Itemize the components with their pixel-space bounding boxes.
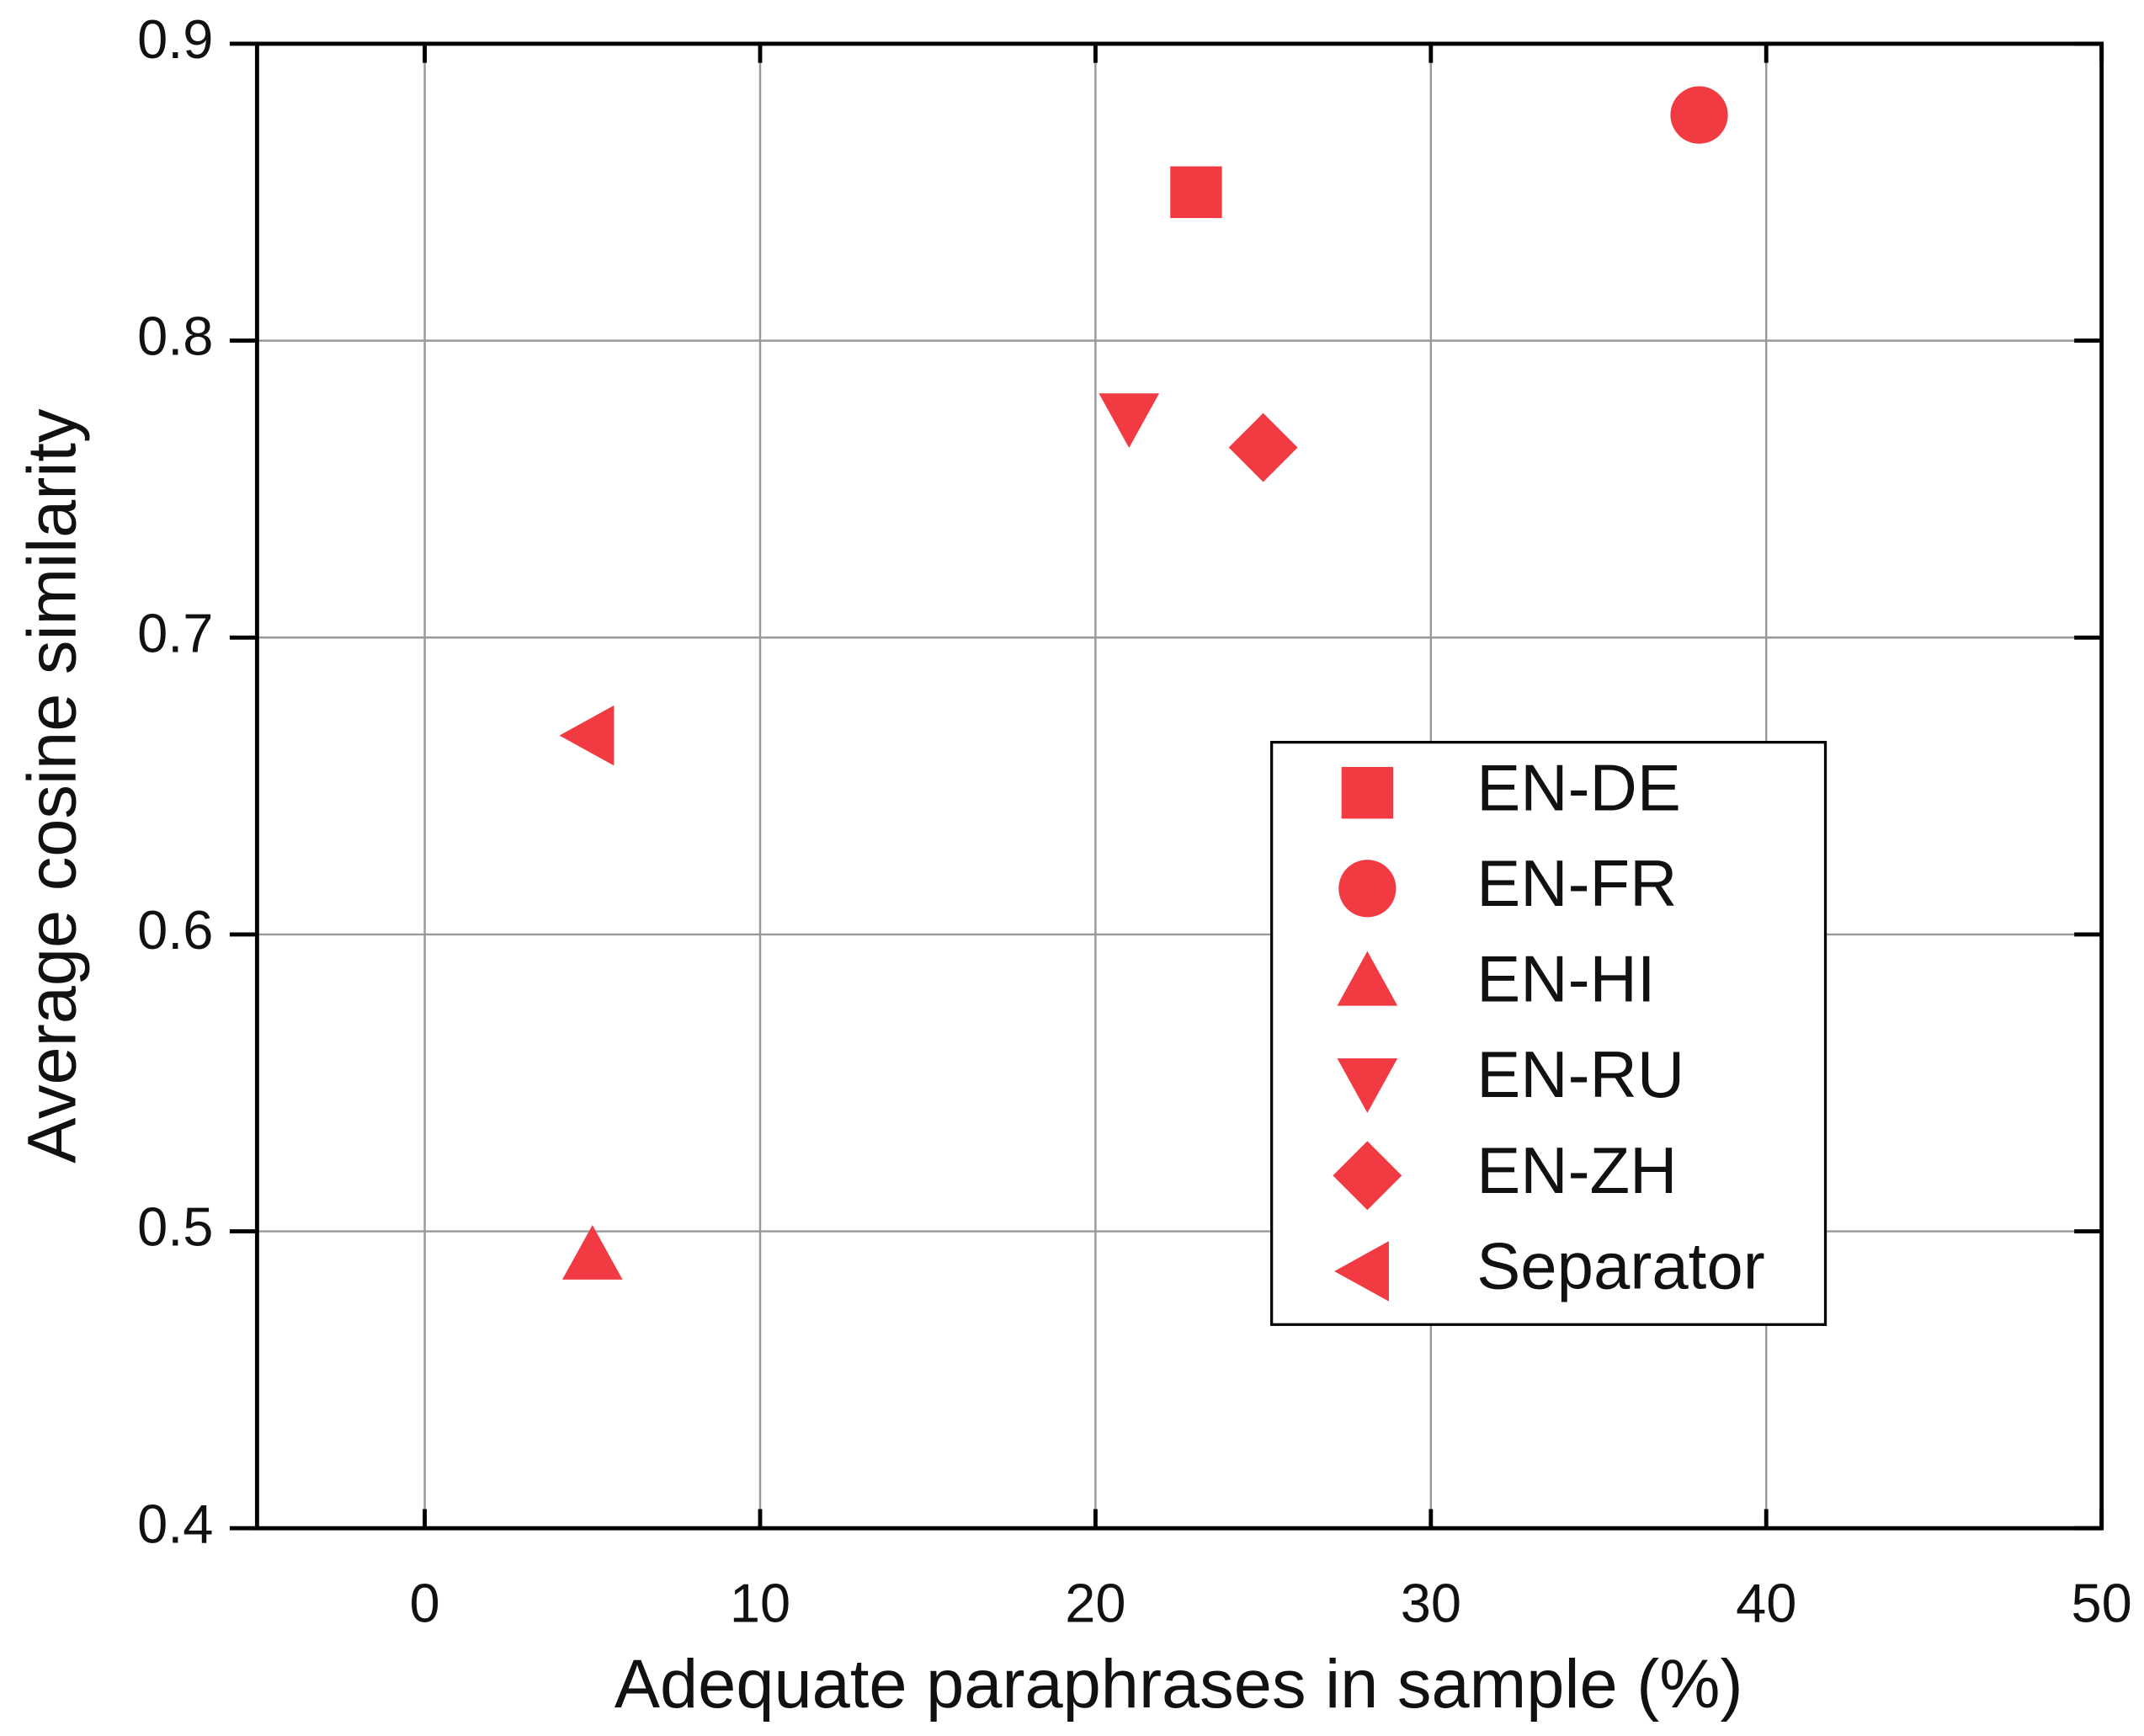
- legend-label: Separator: [1476, 1229, 1764, 1303]
- legend-marker: [1337, 951, 1398, 1006]
- data-point: [1228, 413, 1298, 482]
- data-point: [561, 1225, 623, 1280]
- y-tick-label: 0.5: [137, 1196, 213, 1258]
- y-axis-label: Average cosine similarity: [15, 408, 91, 1164]
- legend-label: EN-FR: [1476, 846, 1677, 920]
- legend-box: [1270, 741, 1827, 1326]
- plot-frame: [254, 41, 2104, 1531]
- legend-label: EN-DE: [1476, 750, 1681, 824]
- x-axis-label: Adequate paraphrases in sample (%): [614, 1647, 1743, 1723]
- x-tick-label: 0: [410, 1573, 440, 1634]
- legend-marker: [1338, 860, 1397, 918]
- x-tick-label: 50: [2072, 1573, 2132, 1634]
- data-point: [559, 705, 614, 766]
- y-tick-label: 0.4: [137, 1493, 213, 1554]
- legend-marker: [1341, 767, 1394, 819]
- legend-label: EN-HI: [1476, 942, 1655, 1016]
- y-tick-label: 0.7: [137, 602, 213, 663]
- legend-label: EN-RU: [1476, 1037, 1684, 1111]
- legend-marker: [1334, 1241, 1389, 1302]
- x-tick-label: 40: [1736, 1573, 1796, 1634]
- x-tick-label: 10: [730, 1573, 790, 1634]
- y-tick-label: 0.6: [137, 899, 213, 961]
- data-point: [1670, 86, 1728, 144]
- y-tick-label: 0.8: [137, 306, 213, 367]
- legend-label: EN-ZH: [1476, 1133, 1677, 1207]
- x-tick-label: 20: [1065, 1573, 1125, 1634]
- data-point: [1170, 166, 1222, 218]
- legend-marker: [1337, 1058, 1398, 1113]
- x-tick-label: 30: [1401, 1573, 1461, 1634]
- y-tick-label: 0.9: [137, 8, 213, 70]
- data-point: [1099, 393, 1160, 448]
